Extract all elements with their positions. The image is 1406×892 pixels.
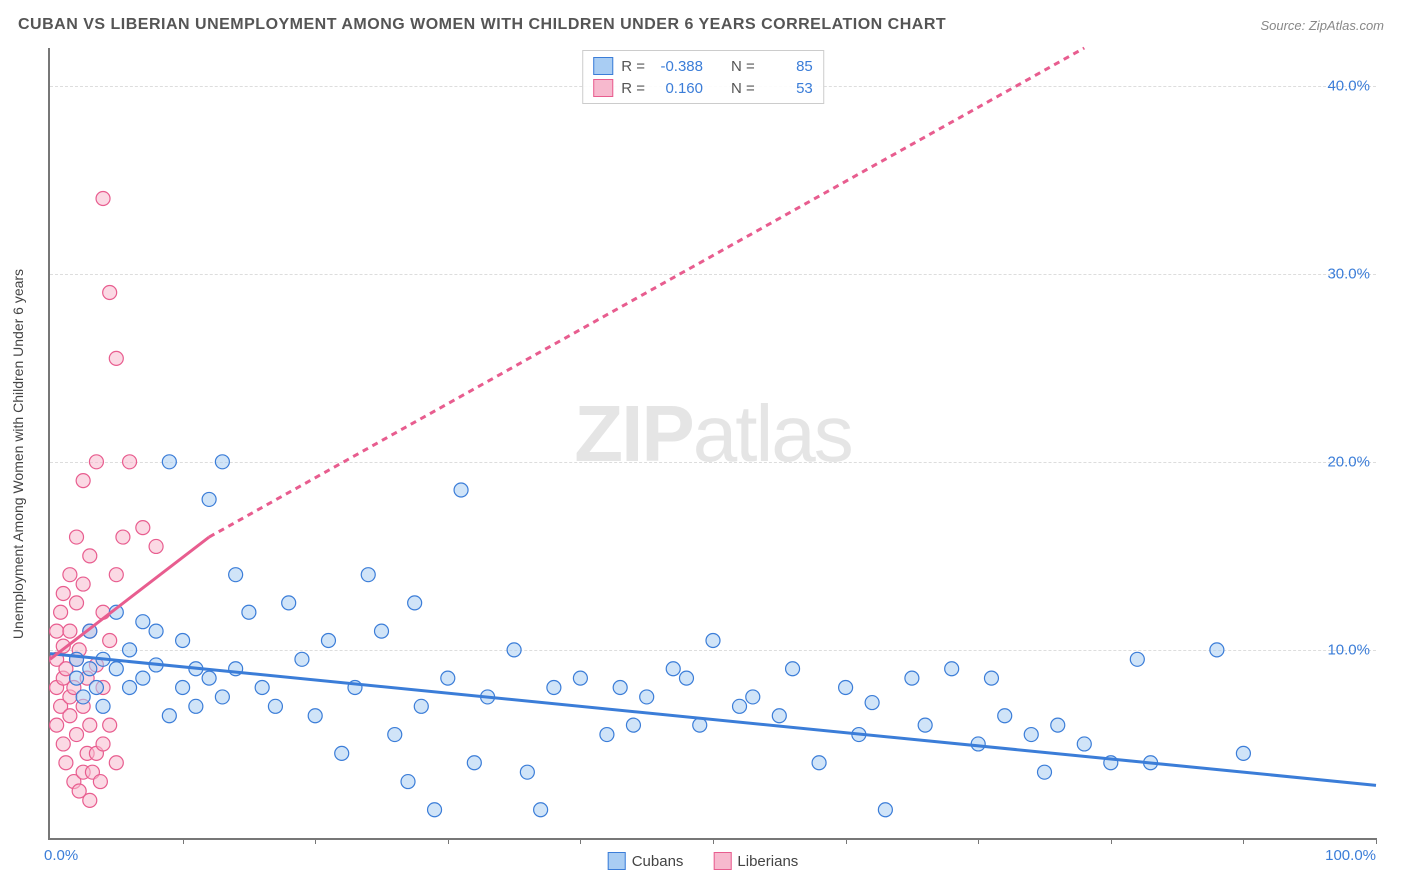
r-label: R = [621,80,645,97]
legend-row-cubans: R = -0.388 N = 85 [593,55,813,77]
liberian-trend-line [50,537,209,659]
x-tick [1111,838,1112,844]
legend-row-liberians: R = 0.160 N = 53 [593,77,813,99]
trend-lines-layer [50,48,1376,838]
cubans-r-value: -0.388 [653,58,703,75]
cubans-n-value: 85 [763,58,813,75]
chart-title: CUBAN VS LIBERIAN UNEMPLOYMENT AMONG WOM… [18,16,946,34]
correlation-legend: R = -0.388 N = 85 R = 0.160 N = 53 [582,50,824,104]
n-label: N = [731,58,755,75]
liberians-r-value: 0.160 [653,80,703,97]
r-label: R = [621,58,645,75]
cuban-trend-line [50,654,1376,786]
cubans-label: Cubans [632,853,684,870]
legend-cubans: Cubans [608,852,684,870]
series-legend: Cubans Liberians [608,852,799,870]
liberians-swatch [713,852,731,870]
x-tick [580,838,581,844]
n-label: N = [731,80,755,97]
liberians-label: Liberians [737,853,798,870]
plot-area: ZIPatlas 10.0%20.0%30.0%40.0% [48,48,1376,840]
x-tick [713,838,714,844]
x-tick [183,838,184,844]
cubans-swatch [608,852,626,870]
x-tick [315,838,316,844]
x-tick [1376,838,1377,844]
liberians-swatch [593,79,613,97]
x-tick [1243,838,1244,844]
cubans-swatch [593,57,613,75]
liberians-n-value: 53 [763,80,813,97]
source-label: Source: ZipAtlas.com [1260,18,1384,33]
x-tick [846,838,847,844]
x-tick [978,838,979,844]
liberian-trend-extrapolation [209,48,1084,537]
x-origin-label: 0.0% [44,847,78,864]
legend-liberians: Liberians [713,852,798,870]
x-max-label: 100.0% [1325,847,1376,864]
y-axis-label: Unemployment Among Women with Children U… [10,269,26,639]
x-tick [448,838,449,844]
